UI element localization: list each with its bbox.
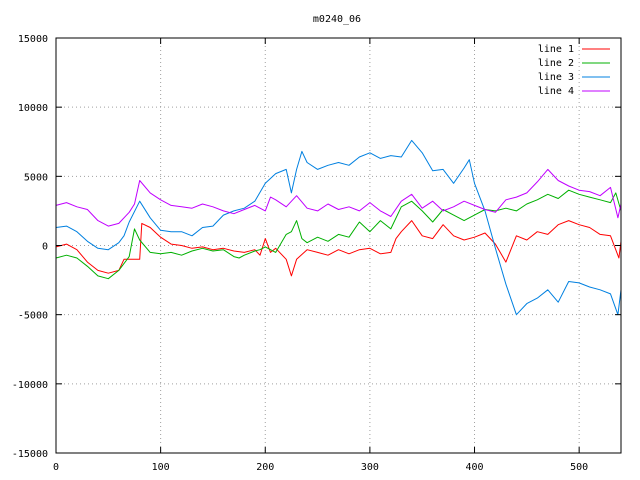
series-line-4 xyxy=(55,168,622,227)
x-tick-label: 0 xyxy=(53,462,59,473)
legend-label: line 1 xyxy=(538,44,574,55)
series-line-1 xyxy=(55,220,622,277)
y-tick-label: 0 xyxy=(42,242,48,253)
x-tick-label: 300 xyxy=(361,462,379,473)
series-line-3 xyxy=(55,139,622,316)
series-lines xyxy=(55,139,622,316)
legend-label: line 2 xyxy=(538,58,574,69)
x-tick-label: 200 xyxy=(256,462,274,473)
x-tick-label: 100 xyxy=(152,462,170,473)
legend-label: line 4 xyxy=(538,86,574,97)
y-tick-label: 5000 xyxy=(24,172,48,183)
chart-title: m0240_06 xyxy=(313,14,361,25)
axes: 0 100 200 300 400 500 -15000 -10000 -5000 0 5000 10… xyxy=(12,34,621,473)
y-tick-label: -10000 xyxy=(12,380,48,391)
y-tick-label: -15000 xyxy=(12,449,48,460)
legend-label: line 3 xyxy=(538,72,574,83)
x-tick-label: 500 xyxy=(570,462,588,473)
x-tick-label: 400 xyxy=(465,462,483,473)
series-line-2 xyxy=(55,189,622,280)
y-tick-label: 10000 xyxy=(18,103,48,114)
y-tick-label: -5000 xyxy=(18,311,48,322)
legend: line 1 line 2 line 3 line 4 xyxy=(538,44,610,97)
y-tick-label: 15000 xyxy=(18,34,48,45)
